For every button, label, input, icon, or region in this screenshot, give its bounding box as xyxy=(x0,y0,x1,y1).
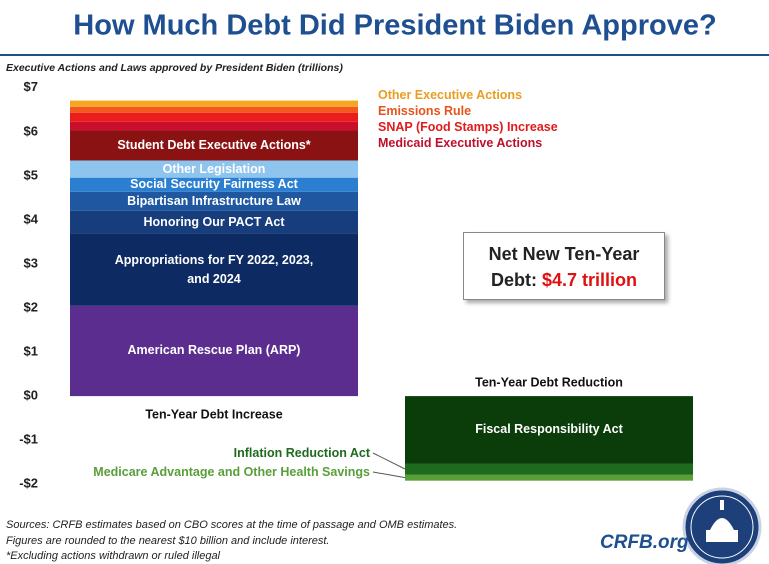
annotation-text: Debt: xyxy=(490,270,537,290)
x-category-label: Ten-Year Debt Increase xyxy=(145,407,282,421)
y-tick-label: $5 xyxy=(24,167,38,182)
segment-label: Appropriations for FY 2022, 2023, and 20… xyxy=(114,252,314,286)
bar-segment xyxy=(70,100,358,107)
segment-label: American Rescue Plan (ARP) xyxy=(127,343,301,358)
annotation-line: Debt: $4.7 trillion xyxy=(464,267,664,293)
x-category-label: Ten-Year Debt Reduction xyxy=(475,375,623,389)
bar-segment xyxy=(70,233,358,306)
segment-label: SNAP (Food Stamps) Increase xyxy=(378,120,558,134)
footnote: *Excluding actions withdrawn or ruled il… xyxy=(6,550,221,562)
chart-title: How Much Debt Did President Biden Approv… xyxy=(73,10,716,42)
y-tick-label: $6 xyxy=(24,123,38,138)
footnote: Figures are rounded to the nearest $10 b… xyxy=(6,535,330,547)
y-tick-label: $7 xyxy=(24,79,38,94)
bar-segment xyxy=(405,474,693,481)
bar-segment xyxy=(70,106,358,113)
y-tick-label: $2 xyxy=(24,299,38,314)
leader-line xyxy=(372,471,406,479)
seal xyxy=(682,487,762,564)
segment-label: Inflation Reduction Act xyxy=(233,446,370,460)
bar-segment xyxy=(70,121,358,131)
bar-segment xyxy=(70,305,358,397)
bar-segment xyxy=(70,191,358,211)
logo-text: CRFB.org xyxy=(600,532,689,553)
bar-segment xyxy=(70,210,358,234)
segment-label: Medicaid Executive Actions xyxy=(378,136,543,150)
footnote: Sources: CRFB estimates based on CBO sco… xyxy=(6,519,458,531)
segment-label: Emissions Rule xyxy=(378,104,472,118)
annotation-line: Net New Ten-Year xyxy=(488,244,640,264)
bar-segment xyxy=(70,177,358,192)
segment-label: Honoring Our PACT Act xyxy=(143,214,285,229)
bar-segment xyxy=(70,112,358,122)
annotation-highlight: $4.7 trillion xyxy=(541,270,638,290)
bar-segment xyxy=(405,396,693,464)
segment-label: Student Debt Executive Actions* xyxy=(117,137,311,152)
segment-label: Bipartisan Infrastructure Law xyxy=(127,193,301,208)
y-tick-label: -$2 xyxy=(19,476,38,491)
segment-label: Other Executive Actions xyxy=(378,88,523,102)
y-tick-label: $0 xyxy=(24,388,38,403)
bar-segment xyxy=(70,160,358,178)
y-tick-label: $1 xyxy=(24,344,38,359)
bar-segment xyxy=(70,130,358,161)
segment-label: Social Security Fairness Act xyxy=(130,177,298,192)
y-tick-label: $4 xyxy=(24,211,39,226)
annotation-box: Net New Ten-Year Debt: $4.7 trillion xyxy=(463,232,665,300)
y-tick-label: -$1 xyxy=(19,432,38,447)
segment-label: Fiscal Responsibility Act xyxy=(475,422,623,437)
segment-label: Medicare Advantage and Other Health Savi… xyxy=(93,465,370,479)
y-tick-label: $3 xyxy=(24,255,38,270)
leader-line xyxy=(372,452,406,470)
segment-label: Other Legislation xyxy=(162,161,266,176)
bar-segment xyxy=(405,463,693,475)
chart-subtitle: Executive Actions and Laws approved by P… xyxy=(6,62,343,74)
